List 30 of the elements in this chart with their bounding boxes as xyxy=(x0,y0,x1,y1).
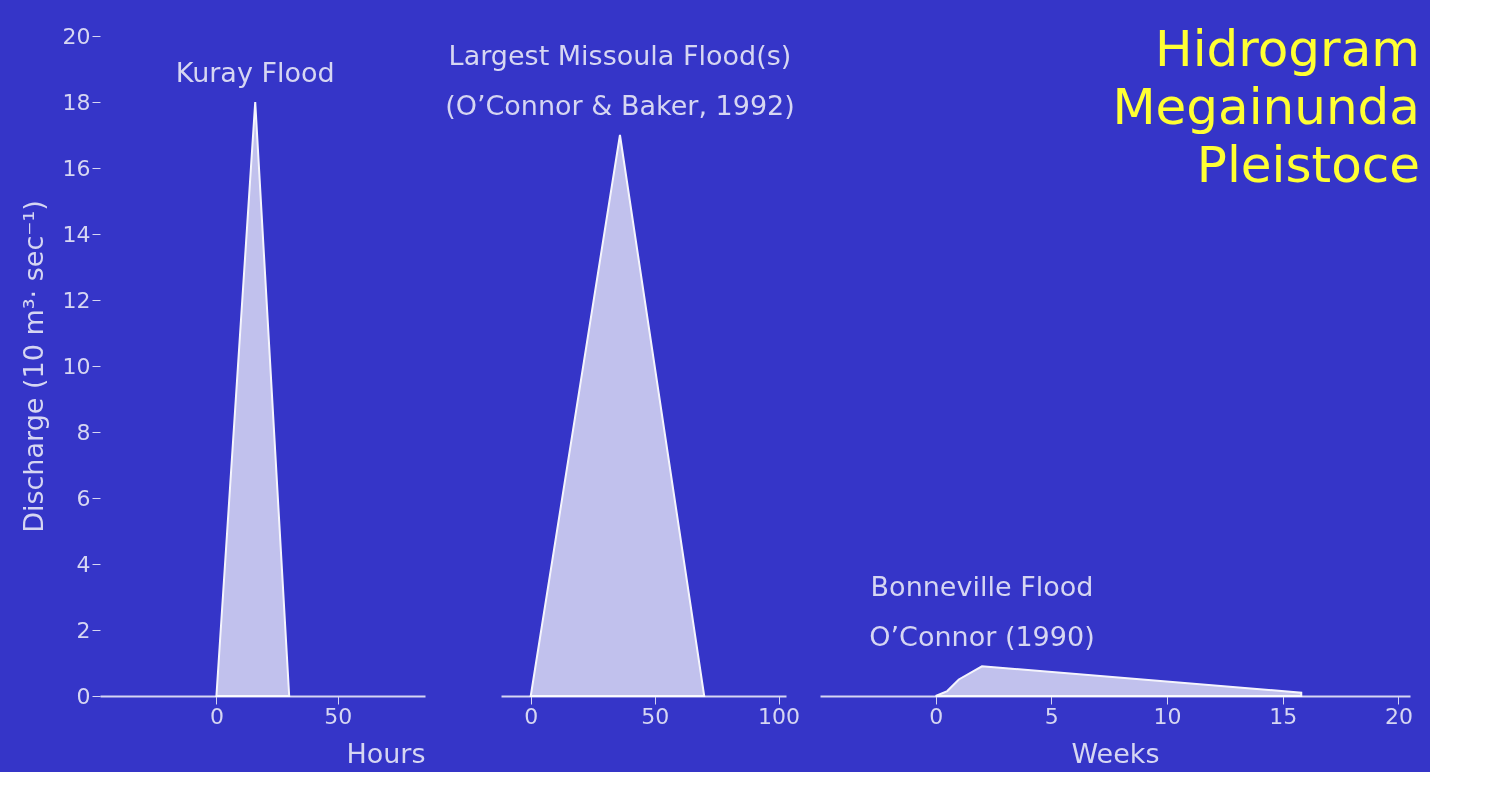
y-tick-label: 20 xyxy=(62,23,91,49)
x-axis-title: Weeks xyxy=(1071,737,1160,769)
x-tick-label: 100 xyxy=(758,703,801,729)
text: Largest Missoula Flood(s) xyxy=(448,40,792,71)
y-tick-label: 8 xyxy=(76,419,91,445)
text: Bonneville Flood xyxy=(870,571,1094,603)
x-tick-label: 50 xyxy=(324,703,353,729)
y-tick-label: 18 xyxy=(62,89,91,115)
x-tick-label: 20 xyxy=(1384,703,1413,729)
x-tick-label: 15 xyxy=(1269,703,1298,729)
text: Hidrogram Megainunda Pleistoce xyxy=(1112,20,1420,194)
x-tick-label: 50 xyxy=(641,703,670,729)
y-tick-label: 4 xyxy=(76,551,91,577)
x-tick-label: 5 xyxy=(1044,703,1059,729)
annotation: (O’Connor & Baker, 1992) xyxy=(445,90,795,121)
y-axis-title: Discharge (10 m³· sec⁻¹) xyxy=(17,200,49,533)
x-tick-label: 0 xyxy=(929,703,944,729)
y-tick-label: 0 xyxy=(76,683,91,709)
y-tick-label: 16 xyxy=(62,155,91,181)
x-tick-label: 0 xyxy=(524,703,539,729)
y-tick-label: 12 xyxy=(62,287,91,313)
x-tick-label: 0 xyxy=(209,703,224,729)
series-label: Kuray Flood xyxy=(175,57,335,88)
y-tick-label: 6 xyxy=(76,485,91,511)
y-tick-label: 14 xyxy=(62,221,91,247)
y-tick-label: 2 xyxy=(76,617,91,643)
y-tick-label: 10 xyxy=(62,353,91,379)
x-tick-label: 10 xyxy=(1153,703,1182,729)
x-axis-title: Hours xyxy=(346,737,426,769)
annotation: O’Connor (1990) xyxy=(869,621,1095,653)
